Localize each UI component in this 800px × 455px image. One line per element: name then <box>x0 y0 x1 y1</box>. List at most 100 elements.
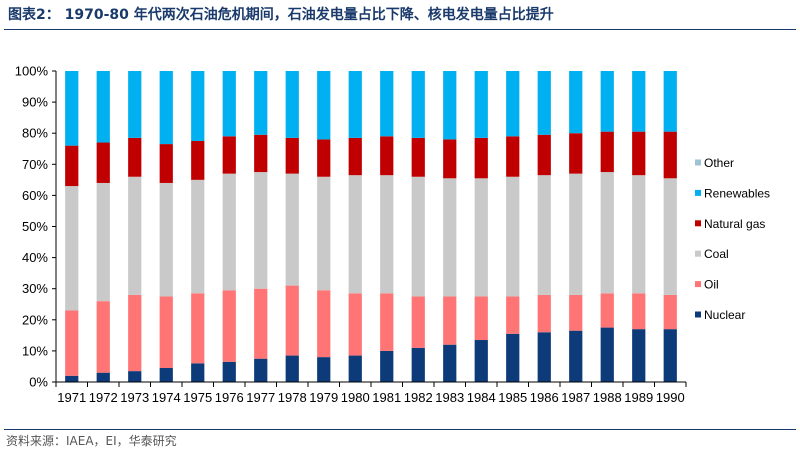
x-tick-label: 1981 <box>372 390 401 405</box>
bar-segment-nuclear <box>96 372 110 382</box>
bar-segment-natural-gas <box>474 137 488 179</box>
x-tick-label: 1975 <box>183 390 212 405</box>
bar-segment-nuclear <box>506 333 520 382</box>
bar-segment-nuclear <box>317 357 331 382</box>
chart-title: 图表2： 1970-80 年代两次石油危机期间，石油发电量占比下降、核电发电量占… <box>8 7 554 23</box>
bar-segment-natural-gas <box>96 142 110 183</box>
bar-segment-oil <box>285 285 299 356</box>
bar-segment-coal <box>128 176 142 295</box>
legend-swatch <box>695 281 701 288</box>
x-tick-label: 1971 <box>57 390 86 405</box>
bar-segment-renewables <box>663 71 677 132</box>
bar-segment-coal <box>159 182 173 297</box>
x-tick-label: 1989 <box>624 390 653 405</box>
legend-label: Other <box>704 156 734 170</box>
bar-segment-renewables <box>600 71 614 132</box>
bar-segment-natural-gas <box>222 136 236 174</box>
footer-divider <box>4 429 796 430</box>
bar-segment-coal <box>96 182 110 302</box>
bar-segment-oil <box>317 290 331 358</box>
bar-segment-natural-gas <box>443 139 457 179</box>
bar-segment-natural-gas <box>537 134 551 176</box>
bar-segment-nuclear <box>632 329 646 382</box>
legend-swatch <box>695 159 701 166</box>
bar-segment-coal <box>222 173 236 291</box>
x-tick-label: 1980 <box>341 390 370 405</box>
bar-segment-natural-gas <box>159 144 173 183</box>
bar-segment-renewables <box>159 71 173 145</box>
x-tick-label: 1979 <box>309 390 338 405</box>
x-tick-label: 1988 <box>593 390 622 405</box>
bar-segment-oil <box>632 293 646 330</box>
bar-segment-oil <box>474 296 488 341</box>
bar-segment-natural-gas <box>632 131 646 176</box>
bar-segment-nuclear <box>222 361 236 382</box>
bar-segment-coal <box>632 175 646 294</box>
bar-segment-nuclear <box>65 375 79 382</box>
legend-swatch <box>695 311 701 318</box>
y-tick-label: 100% <box>15 64 49 79</box>
x-tick-label: 1973 <box>120 390 149 405</box>
bar-segment-nuclear <box>348 355 362 382</box>
bar-segment-coal <box>506 176 520 297</box>
bar-segment-renewables <box>380 71 394 137</box>
bar-segment-coal <box>474 178 488 297</box>
bar-segment-renewables <box>222 71 236 137</box>
bar-segment-oil <box>663 294 677 330</box>
bar-segment-oil <box>222 290 236 362</box>
bar-segment-renewables <box>537 71 551 135</box>
bar-segment-natural-gas <box>65 145 79 187</box>
bar-segment-renewables <box>474 71 488 138</box>
bar-segment-coal <box>600 172 614 294</box>
bar-segment-natural-gas <box>285 137 299 174</box>
bar-segment-natural-gas <box>506 136 520 177</box>
bar-segment-natural-gas <box>600 131 614 173</box>
bar-segment-nuclear <box>600 327 614 382</box>
x-tick-label: 1977 <box>246 390 275 405</box>
x-tick-label: 1972 <box>89 390 118 405</box>
bar-segment-nuclear <box>285 355 299 382</box>
x-tick-label: 1990 <box>656 390 685 405</box>
legend: Other Renewables Natural gas Coal Oil Nuclear <box>695 156 770 322</box>
bar-segment-renewables <box>254 71 268 135</box>
bar-segment-renewables <box>348 71 362 138</box>
legend-label: Natural gas <box>704 217 765 231</box>
bar-segment-natural-gas <box>663 131 677 179</box>
x-tick-label: 1978 <box>278 390 307 405</box>
bar-segment-oil <box>443 296 457 345</box>
bar-segment-coal <box>443 178 457 297</box>
bar-segment-nuclear <box>380 350 394 382</box>
y-tick-label: 70% <box>22 157 48 172</box>
stacked-bar-chart: 0%10%20%30%40%50%60%70%80%90%100% 1971 19… <box>15 64 770 406</box>
bar-segment-oil <box>569 294 583 331</box>
bar-segment-renewables <box>96 71 110 143</box>
bar-segment-nuclear <box>474 340 488 382</box>
x-tick-label: 1985 <box>498 390 527 405</box>
bar-segment-natural-gas <box>411 137 425 177</box>
bar-segment-oil <box>537 294 551 333</box>
legend-swatch <box>695 220 701 227</box>
legend-label: Nuclear <box>704 308 745 322</box>
bars-group <box>65 71 677 382</box>
bar-segment-nuclear <box>663 329 677 382</box>
bar-segment-nuclear <box>254 358 268 382</box>
bar-segment-oil <box>506 296 520 334</box>
bar-segment-natural-gas <box>348 137 362 176</box>
bar-segment-renewables <box>191 71 205 141</box>
bar-segment-coal <box>254 172 268 289</box>
bar-segment-natural-gas <box>569 133 583 174</box>
x-tick-label: 1986 <box>530 390 559 405</box>
bar-segment-coal <box>411 176 425 297</box>
bar-segment-natural-gas <box>254 134 268 173</box>
bar-segment-renewables <box>443 71 457 140</box>
y-tick-label: 40% <box>22 250 48 265</box>
bar-segment-nuclear <box>411 347 425 382</box>
bar-segment-renewables <box>65 71 79 146</box>
x-tick-label: 1987 <box>561 390 590 405</box>
bar-segment-natural-gas <box>380 136 394 176</box>
x-axis: 1971 1972 1973 1974 1975 1976 1977 1978 1979 1980… <box>55 381 687 405</box>
bar-segment-oil <box>254 288 268 359</box>
bar-segment-oil <box>96 301 110 373</box>
bar-segment-oil <box>380 293 394 351</box>
bar-segment-coal <box>285 173 299 286</box>
